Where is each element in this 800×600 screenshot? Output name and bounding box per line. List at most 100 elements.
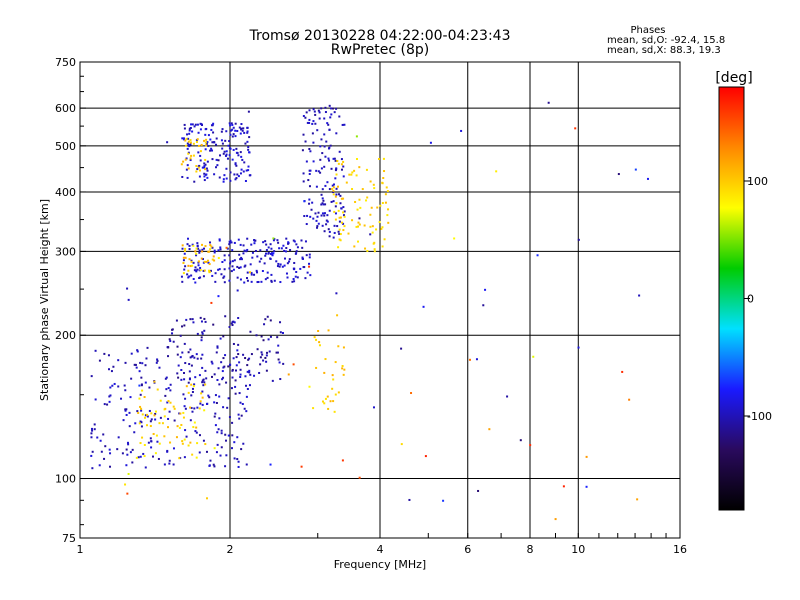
data-point (237, 413, 240, 416)
data-point (236, 349, 239, 352)
data-point (156, 388, 159, 391)
data-point (283, 264, 286, 267)
data-point (335, 107, 338, 110)
data-point (222, 152, 225, 155)
data-point (240, 258, 243, 261)
data-point (201, 390, 204, 393)
data-point (306, 271, 309, 274)
data-point (562, 485, 565, 488)
data-point (317, 211, 320, 214)
data-point (226, 406, 229, 409)
data-point (310, 208, 313, 211)
data-point (246, 387, 249, 390)
data-point (326, 214, 329, 217)
data-point (342, 214, 345, 217)
data-point (326, 122, 329, 125)
data-point (228, 267, 231, 270)
data-point (247, 165, 250, 168)
data-point (224, 439, 227, 442)
data-point (192, 277, 195, 280)
x-tick-label: 1 (77, 543, 84, 556)
data-point (188, 129, 191, 132)
data-point (332, 189, 335, 192)
data-point (196, 357, 199, 360)
data-point (381, 245, 384, 248)
data-point (215, 137, 218, 140)
data-point (327, 123, 330, 126)
data-point (178, 412, 181, 415)
data-point (127, 443, 130, 446)
data-point (340, 221, 343, 224)
data-point (304, 116, 307, 119)
data-point (529, 444, 532, 447)
data-point (232, 148, 235, 151)
data-point (198, 374, 201, 377)
data-point (316, 225, 319, 228)
data-point (159, 416, 162, 419)
data-point (242, 252, 245, 255)
data-point (332, 378, 335, 381)
data-point (577, 346, 580, 349)
data-point (246, 364, 249, 367)
data-point (112, 365, 115, 368)
data-point (116, 448, 119, 451)
data-point (337, 345, 340, 348)
data-point (198, 175, 201, 178)
data-point (180, 275, 183, 278)
data-point (205, 173, 208, 176)
data-point (192, 142, 195, 145)
data-point (195, 140, 198, 143)
data-point (308, 385, 311, 388)
data-point (173, 419, 176, 422)
data-point (138, 397, 141, 400)
data-point (206, 169, 209, 172)
data-point (134, 363, 137, 366)
data-point (126, 287, 129, 290)
data-point (140, 384, 143, 387)
data-point (181, 351, 184, 354)
data-point (320, 138, 323, 141)
data-point (334, 205, 337, 208)
data-point (313, 110, 316, 113)
data-point (519, 439, 522, 442)
data-point (223, 174, 226, 177)
data-point (379, 204, 382, 207)
data-point (386, 214, 389, 217)
data-point (179, 334, 182, 337)
data-point (219, 246, 222, 249)
phase-info-o: mean, sd,O: -92.4, 15.8 (607, 35, 725, 46)
data-point (337, 246, 340, 249)
data-point (201, 332, 204, 335)
data-point (257, 280, 260, 283)
data-point (201, 258, 204, 261)
data-point (183, 405, 186, 408)
data-point (208, 263, 211, 266)
data-point (231, 128, 234, 131)
data-point (330, 107, 333, 110)
data-point (203, 317, 206, 320)
data-point (369, 225, 372, 228)
data-point (333, 224, 336, 227)
data-point (185, 385, 188, 388)
data-point (308, 202, 311, 205)
data-point (218, 383, 221, 386)
data-point (187, 140, 190, 143)
data-point (212, 122, 215, 125)
data-point (294, 275, 297, 278)
data-point (195, 252, 198, 255)
data-point (239, 258, 242, 261)
data-point (141, 389, 144, 392)
data-point (248, 151, 251, 154)
data-point (495, 170, 498, 173)
data-point (238, 253, 241, 256)
data-point (211, 274, 214, 277)
data-point (219, 248, 222, 251)
data-point (334, 177, 337, 180)
data-point (213, 251, 216, 254)
data-point (204, 128, 207, 131)
data-point (296, 276, 299, 279)
data-point (266, 271, 269, 274)
data-point (198, 249, 201, 252)
data-point (176, 353, 179, 356)
data-point (231, 265, 234, 268)
